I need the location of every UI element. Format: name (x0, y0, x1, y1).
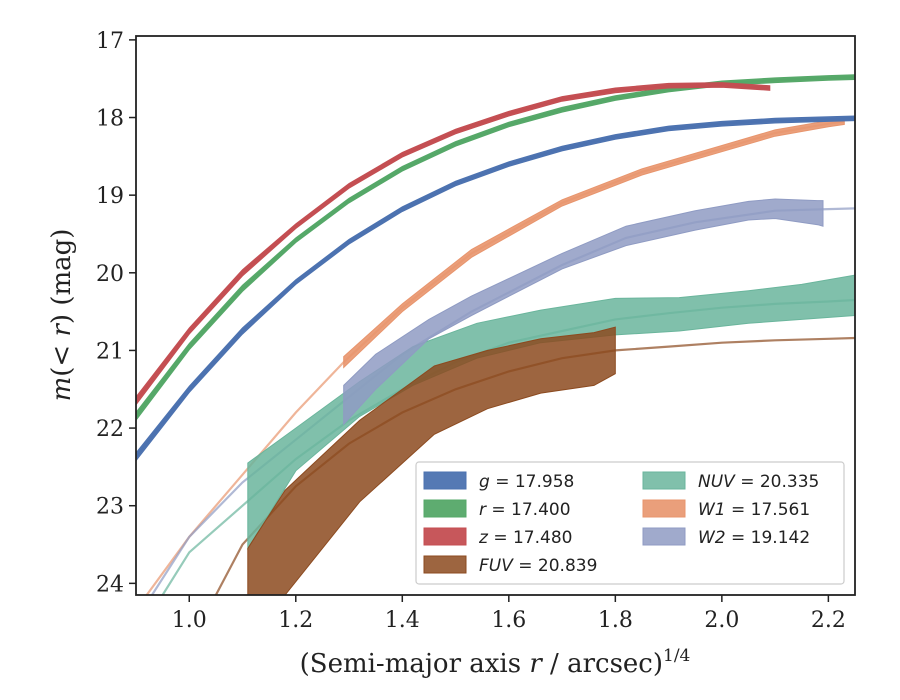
band-g (136, 115, 855, 462)
plot-frame (135, 35, 856, 596)
legend-label-r: r = 17.400 (479, 500, 571, 520)
curve-z (136, 83, 770, 402)
y-tick-label: 24 (96, 572, 124, 597)
x-tick-label: 1.0 (172, 608, 207, 633)
x-tick-label: 1.8 (598, 608, 633, 633)
x-tick-label: 1.6 (491, 608, 526, 633)
legend-swatch-w2 (642, 527, 686, 546)
curve-r (136, 75, 855, 418)
legend-swatch-r (423, 499, 467, 518)
legend: g = 17.958 r = 17.400 z = 17.480 FUV = 20.8… (415, 461, 845, 585)
x-axis-label: (Semi-major axis r / arcsec)1/4 (300, 646, 691, 679)
legend-swatch-g (423, 471, 467, 490)
band-z (136, 82, 771, 406)
y-axis-ticks: 17 18 19 20 21 22 23 24 (96, 29, 136, 597)
y-tick-label: 19 (96, 184, 124, 209)
legend-box (415, 461, 845, 585)
series-layer (136, 74, 855, 595)
legend-label-w1: W1 = 17.561 (698, 500, 810, 520)
x-tick-label: 1.2 (278, 608, 313, 633)
y-axis-label: m(< r) (mag) (47, 229, 77, 402)
x-tick-label: 2.2 (811, 608, 846, 633)
legend-label-nuv: NUV = 20.335 (698, 472, 819, 492)
y-tick-label: 22 (96, 417, 124, 442)
legend-swatch-fuv (423, 555, 467, 574)
curve-g (136, 116, 855, 458)
y-tick-label: 20 (96, 262, 124, 287)
band-w2 (343, 198, 824, 426)
legend-label-z: z = 17.480 (478, 528, 572, 548)
band-w1 (343, 117, 845, 369)
y-tick-label: 18 (96, 107, 124, 132)
band-r (136, 74, 855, 422)
legend-swatch-w1 (642, 499, 686, 518)
legend-label-w2: W2 = 19.142 (698, 528, 810, 548)
legend-label-fuv: FUV = 20.839 (479, 556, 597, 576)
legend-swatch-z (423, 527, 467, 546)
y-tick-label: 17 (96, 29, 124, 54)
x-tick-label: 2.0 (704, 608, 739, 633)
y-tick-label: 21 (96, 339, 124, 364)
y-tick-label: 23 (96, 495, 124, 520)
legend-label-g: g = 17.958 (479, 472, 574, 492)
x-axis-ticks: 1.0 1.2 1.4 1.6 1.8 2.0 2.2 (172, 595, 846, 633)
band-fuv (247, 326, 616, 595)
x-tick-label: 1.4 (385, 608, 420, 633)
legend-swatch-nuv (642, 471, 686, 490)
